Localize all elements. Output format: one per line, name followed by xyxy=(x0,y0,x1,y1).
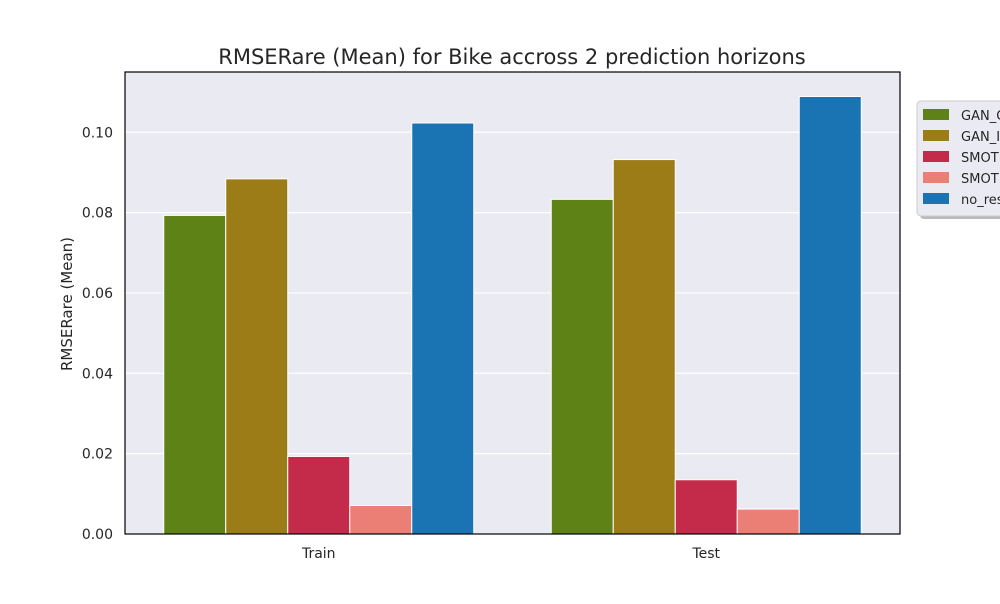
legend-swatch xyxy=(923,151,949,162)
legend-swatch xyxy=(923,109,949,120)
bar xyxy=(287,455,351,535)
y-axis-label: RMSERare (Mean) xyxy=(58,237,76,371)
legend-label: SMOT xyxy=(961,151,999,166)
bar xyxy=(349,504,413,535)
y-tick-label: 0.02 xyxy=(82,447,113,463)
y-tick-label: 0.00 xyxy=(82,527,113,543)
legend-label: no_res xyxy=(961,193,1000,208)
legend-swatch xyxy=(923,193,949,204)
bar xyxy=(674,479,738,535)
y-tick-label: 0.04 xyxy=(82,366,113,382)
chart-title: RMSERare (Mean) for Bike accross 2 predi… xyxy=(218,45,806,69)
bar xyxy=(612,159,676,535)
bar xyxy=(225,178,289,535)
legend-label: SMOT xyxy=(961,172,999,187)
bar xyxy=(411,122,475,535)
legend-swatch xyxy=(923,130,949,141)
legend-box xyxy=(916,100,1000,217)
x-tick-label: Test xyxy=(691,546,720,562)
y-tick-label: 0.10 xyxy=(82,125,113,141)
legend: GAN_C GAN_I SMOT SMOT no_res xyxy=(916,100,1000,219)
axes-frame xyxy=(124,71,901,535)
y-tick-label: 0.06 xyxy=(82,286,113,302)
bar xyxy=(736,508,800,535)
y-tick-label: 0.08 xyxy=(82,206,113,222)
bar xyxy=(798,96,862,535)
legend-label: GAN_I xyxy=(961,130,1000,145)
bar xyxy=(550,198,614,535)
x-tick-label: Train xyxy=(301,546,336,562)
bar xyxy=(163,214,227,535)
legend-label: GAN_C xyxy=(961,109,1000,124)
legend-swatch xyxy=(923,172,949,183)
